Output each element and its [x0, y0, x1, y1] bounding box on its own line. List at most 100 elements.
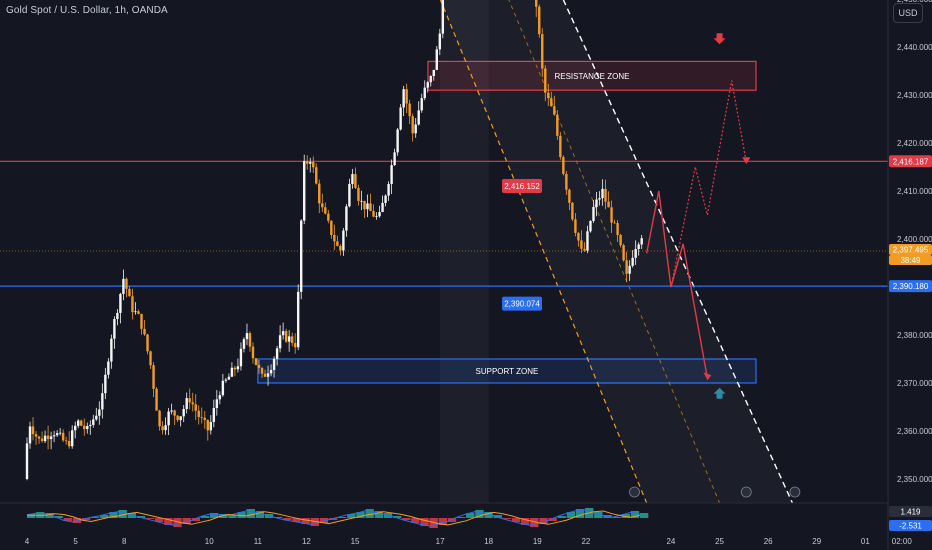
oscillator-bar	[621, 514, 630, 518]
time-tick-label: 8	[122, 537, 127, 546]
candle-body	[625, 260, 628, 274]
price-tick-label: 2,400.000	[897, 235, 932, 244]
oscillator-bar	[164, 518, 173, 525]
channel-upper-line	[562, 0, 794, 504]
oscillator-bar	[429, 518, 438, 528]
candle-body	[52, 435, 56, 437]
time-tick-label: 5	[73, 537, 78, 546]
oscillator-bar	[91, 517, 100, 518]
sell-arrow-icon	[713, 33, 726, 45]
candle-body	[43, 435, 47, 442]
candle-body	[95, 415, 98, 420]
time-tick-label: 18	[484, 537, 493, 546]
candle-body	[67, 440, 71, 447]
candle-body	[604, 188, 607, 202]
candle-body	[312, 162, 315, 168]
candle-body	[423, 87, 426, 99]
oscillator-bar	[493, 515, 502, 518]
highlight-column	[440, 0, 489, 503]
oscillator-bar	[338, 517, 347, 518]
candle-body	[381, 202, 384, 212]
candle-body	[321, 203, 324, 208]
candle-body	[535, 0, 538, 7]
candle-body	[300, 220, 303, 292]
candle-body	[631, 257, 634, 266]
oscillator-value-top-bg	[889, 506, 932, 517]
candle-body	[408, 103, 411, 117]
oscillator-bar	[365, 509, 374, 518]
candle-body	[221, 380, 225, 396]
candle-body	[269, 369, 273, 374]
candle-body	[173, 410, 176, 416]
candle-body	[318, 183, 321, 204]
candle-body	[227, 376, 231, 380]
candle-body	[284, 331, 288, 342]
candle-body	[152, 365, 155, 389]
candle-body	[116, 312, 119, 320]
time-tick-label: 26	[764, 537, 773, 546]
candle-body	[212, 408, 216, 422]
oscillator-bar	[173, 518, 182, 527]
candle-body	[296, 291, 300, 348]
channel-mid-line	[508, 0, 721, 504]
candle-body	[146, 334, 149, 352]
price-tick-label: 2,420.000	[897, 139, 932, 148]
candle-body	[122, 278, 125, 294]
candle-body	[589, 220, 592, 232]
candle-body	[167, 411, 170, 426]
candle-body	[254, 358, 258, 365]
candle-body	[417, 110, 420, 125]
currency-button[interactable]: USD	[893, 3, 923, 23]
candle-body	[70, 430, 74, 447]
candle-body	[550, 98, 553, 107]
candle-body	[592, 207, 595, 221]
candle-body	[140, 313, 143, 329]
candle-body	[77, 420, 80, 426]
candle-body	[538, 6, 541, 35]
candle-body	[194, 404, 197, 411]
candle-body	[290, 336, 294, 344]
candle-body	[128, 288, 131, 297]
candle-body	[339, 245, 342, 251]
candle-body	[348, 183, 351, 207]
projection-up-arrowhead	[742, 157, 751, 165]
time-tick-label: 01	[861, 537, 870, 546]
oscillator-bar	[292, 518, 301, 522]
candle-body	[239, 348, 243, 367]
candle-body	[399, 107, 402, 130]
time-tick-label: 17	[436, 537, 445, 546]
candle-body	[218, 395, 222, 400]
candle-body	[149, 351, 152, 366]
candle-body	[242, 339, 246, 349]
resistance-zone-label: RESISTANCE ZONE	[554, 72, 629, 81]
candle-body	[58, 432, 62, 434]
candle-body	[405, 89, 408, 104]
oscillator-bar	[228, 515, 237, 518]
oscillator-value-bottom-bg	[889, 520, 932, 531]
oscillator-bar	[475, 510, 484, 518]
time-tick-label: 10	[205, 537, 214, 546]
candle-body	[574, 219, 577, 233]
oscillator-value-bottom: -2.531	[899, 522, 922, 531]
candle-body	[375, 216, 378, 218]
time-tick-label: 24	[666, 537, 675, 546]
candle-body	[55, 433, 59, 436]
candle-body	[640, 238, 643, 245]
candle-body	[49, 436, 53, 440]
candle-body	[595, 199, 598, 208]
oscillator-bar	[274, 517, 283, 518]
oscillator-value-top: 1.419	[900, 508, 921, 517]
candle-body	[541, 34, 544, 69]
candle-body	[176, 415, 179, 421]
us-flag-event-icon	[740, 486, 752, 498]
candle-body	[230, 367, 234, 377]
us-flag-event-icon	[789, 486, 801, 498]
candle-body	[429, 75, 432, 83]
candle-body	[441, 0, 445, 34]
oscillator-bar	[100, 515, 109, 518]
candle-body	[185, 398, 188, 409]
candle-body	[571, 202, 574, 220]
chart-title: Gold Spot / U.S. Dollar, 1h, OANDA	[6, 5, 168, 16]
oscillator-bar	[438, 518, 448, 525]
